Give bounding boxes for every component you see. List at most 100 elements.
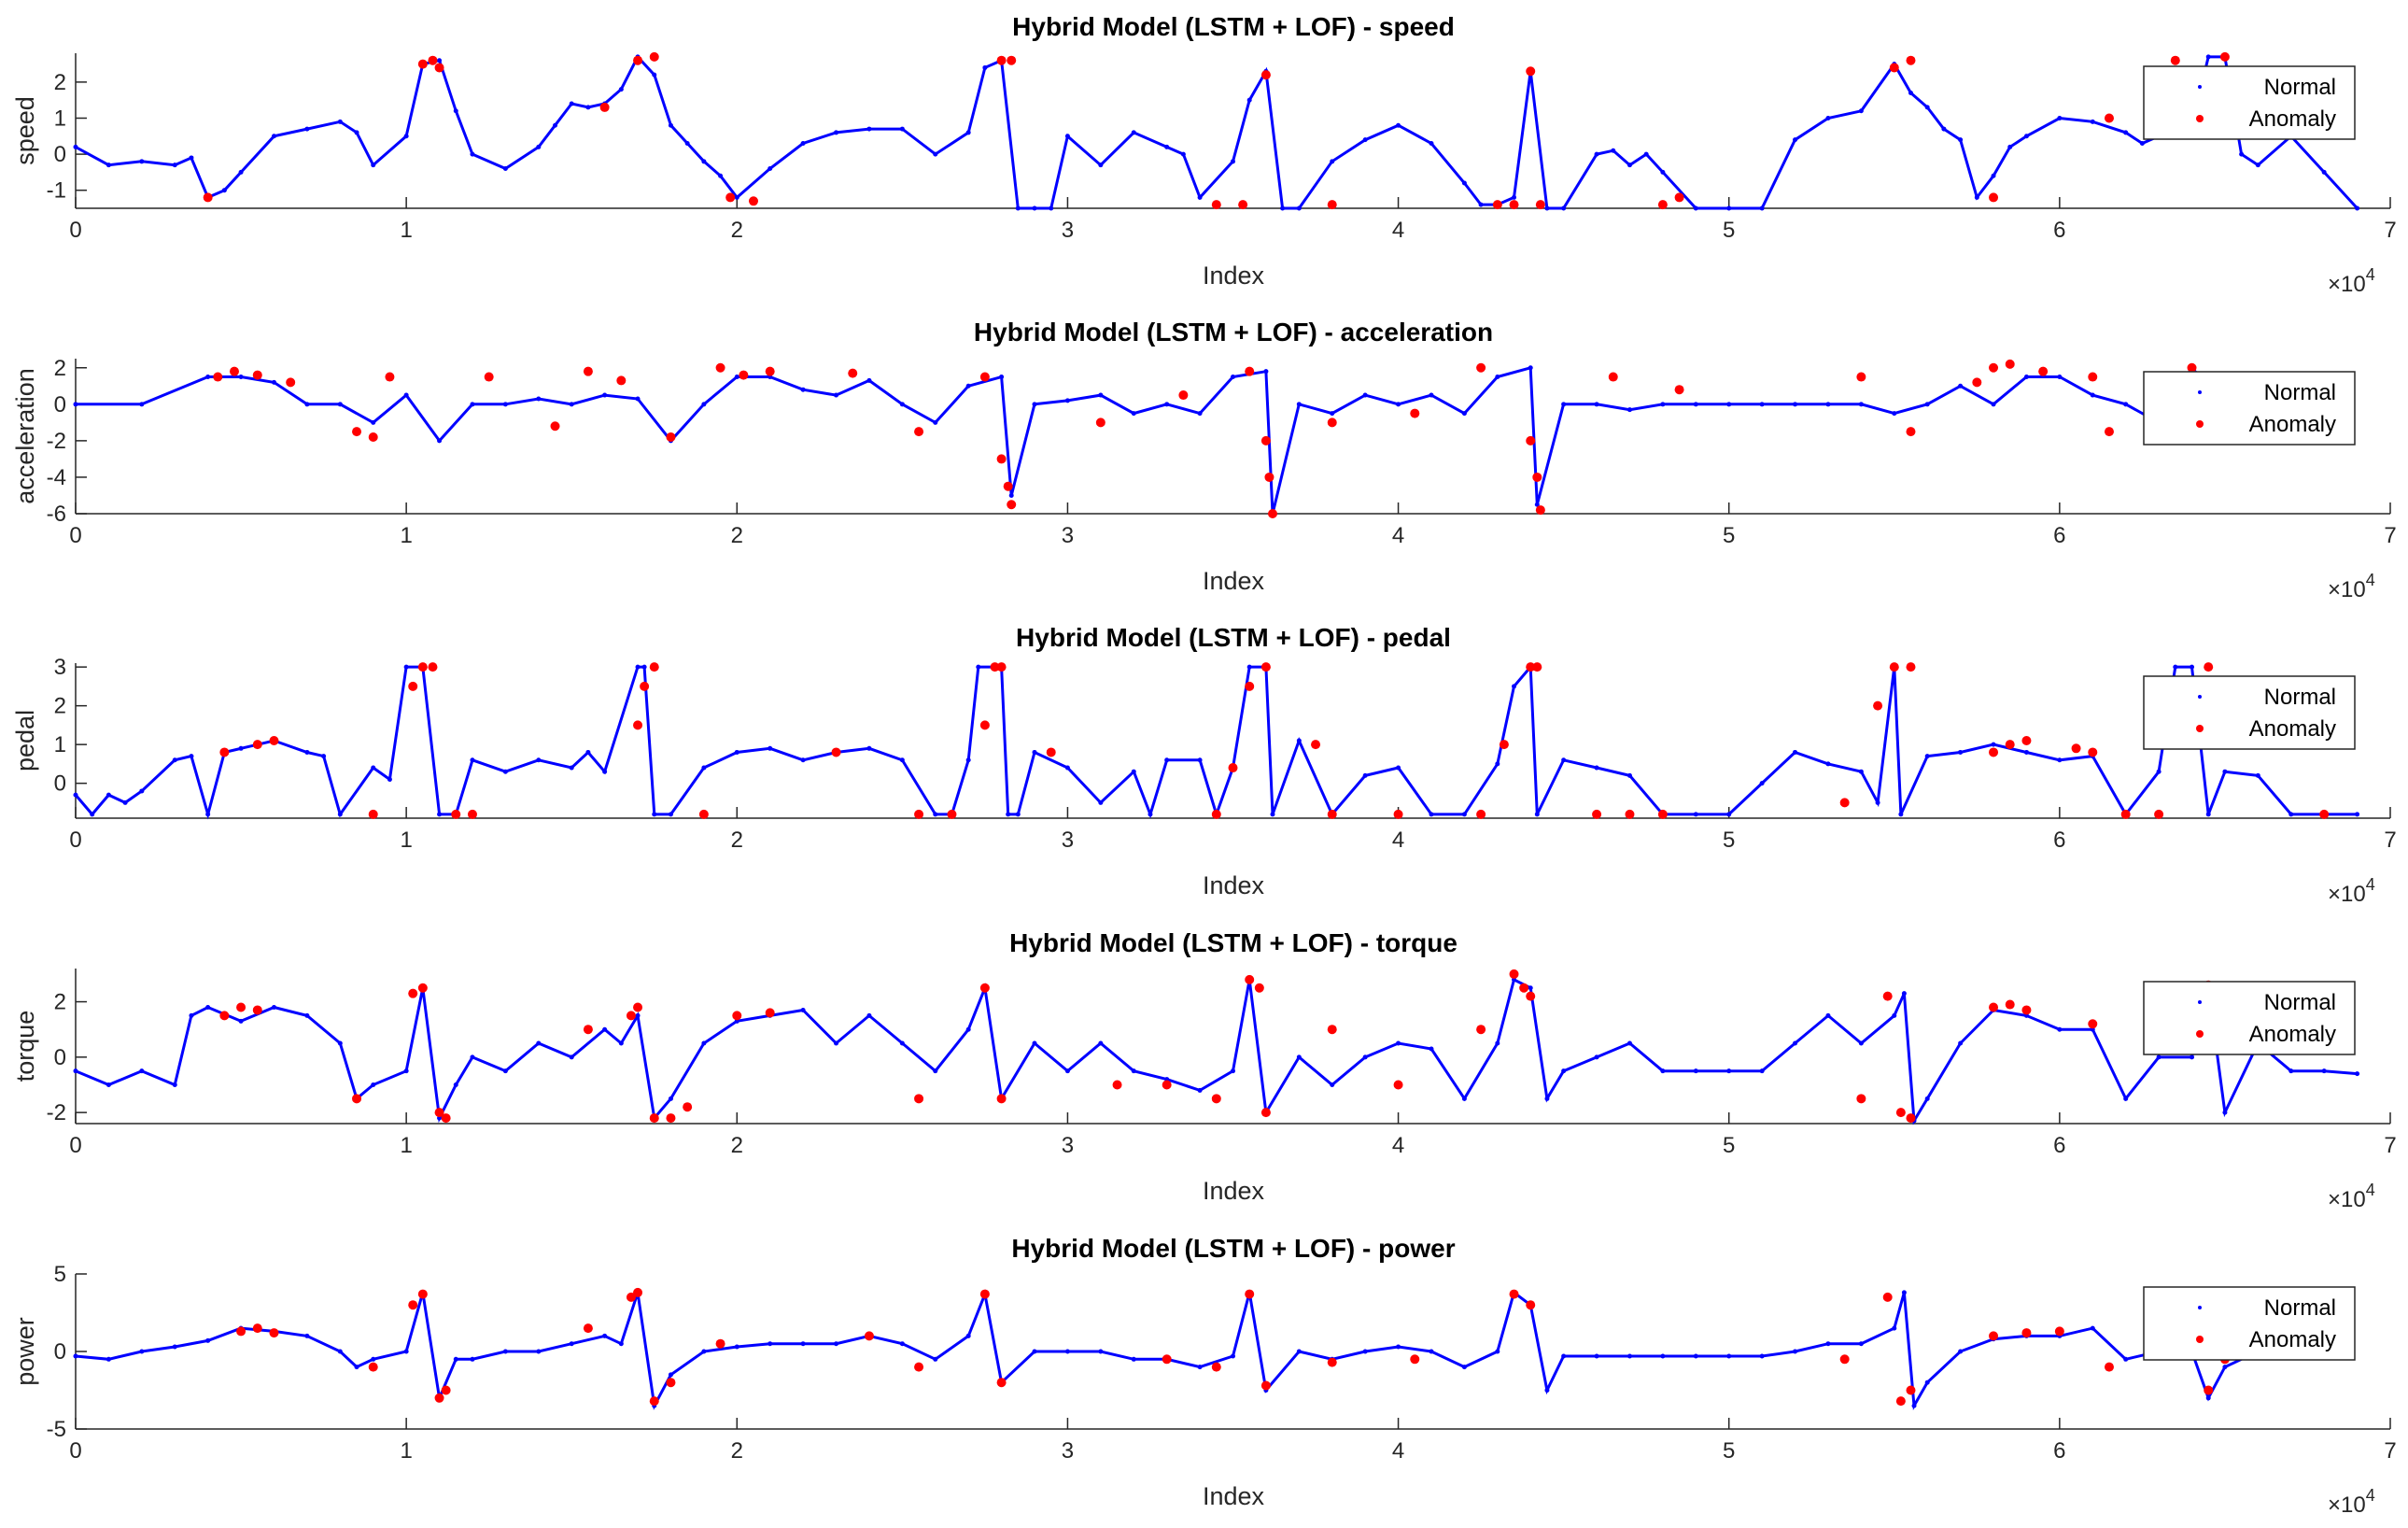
normal-point (2090, 119, 2095, 124)
normal-point (2355, 812, 2360, 817)
anomaly-point (417, 1289, 428, 1299)
anomaly-point (947, 809, 957, 819)
anomaly-point (683, 1102, 693, 1112)
anomaly-point (1211, 200, 1221, 210)
normal-point (933, 419, 938, 425)
anomaly-point (1112, 1080, 1122, 1090)
normal-point (337, 402, 343, 407)
normal-point (734, 375, 739, 380)
normal-point (834, 1040, 839, 1046)
normal-point (205, 375, 211, 380)
anomaly-point (1509, 200, 1519, 210)
x-exponent-power: 4 (2366, 1486, 2375, 1505)
normal-point (1270, 812, 1275, 817)
normal-point (371, 419, 376, 425)
normal-point (800, 757, 806, 763)
legend-box (2143, 371, 2356, 446)
normal-point (2139, 141, 2145, 147)
anomaly-point (1532, 472, 1542, 482)
normal-point (1461, 180, 1467, 186)
x-tick-label: 7 (2384, 828, 2396, 853)
anomaly-point (451, 809, 461, 819)
normal-point (1131, 130, 1136, 135)
normal-point (1561, 402, 1567, 407)
normal-point (1643, 151, 1649, 157)
normal-point (1528, 365, 1533, 371)
anomaly-point (848, 368, 858, 378)
normal-point (2205, 54, 2211, 60)
normal-point (1825, 402, 1831, 407)
anomaly-point (979, 1289, 990, 1299)
normal-point (1362, 772, 1368, 778)
normal-point (371, 765, 376, 771)
anomaly-point (286, 377, 296, 388)
anomaly-point (2170, 55, 2180, 65)
x-tick-label: 6 (2053, 1133, 2065, 1158)
x-tick-label: 3 (1062, 523, 1074, 548)
normal-point (470, 757, 475, 763)
anomaly-point (1162, 1080, 1172, 1090)
anomaly-point (1162, 1354, 1172, 1365)
normal-point (701, 1040, 707, 1046)
anomaly-point (996, 1378, 1007, 1388)
x-exponent-power: 4 (2366, 1181, 2375, 1199)
normal-point (1197, 757, 1203, 763)
normal-point (718, 173, 724, 178)
x-tick-label: 3 (1062, 1133, 1074, 1158)
normal-point (1495, 1349, 1500, 1354)
anomaly-point (269, 1328, 279, 1338)
normal-point (1726, 1353, 1732, 1359)
legend-normal-marker (2198, 390, 2202, 394)
normal-point (668, 122, 673, 128)
anomaly-point (252, 740, 262, 750)
normal-point (652, 812, 657, 817)
normal-point (2255, 163, 2260, 168)
normal-point (1461, 1096, 1467, 1101)
anomaly-point (1856, 372, 1866, 382)
normal-point (2007, 144, 2013, 149)
normal-point (1544, 1388, 1550, 1393)
anomaly-point (1989, 747, 1999, 757)
normal-point (502, 1068, 508, 1074)
anomaly-point (1245, 1289, 1255, 1299)
normal-point (1958, 1040, 1964, 1046)
normal-point (2123, 402, 2129, 407)
x-tick-label: 2 (731, 828, 743, 853)
normal-point (701, 159, 707, 164)
y-tick-label: -4 (47, 465, 66, 490)
x-tick-label: 5 (1723, 1133, 1735, 1158)
anomaly-point (914, 427, 924, 437)
normal-point (2222, 1365, 2228, 1370)
normal-point (304, 402, 310, 407)
normal-point (139, 788, 145, 794)
anomaly-point (1535, 505, 1545, 516)
legend-normal-label: Normal (2264, 75, 2336, 100)
anomaly-point (2021, 1328, 2032, 1338)
normal-point (1495, 1040, 1500, 1046)
legend-box (2143, 65, 2356, 140)
x-tick-label: 1 (400, 1133, 412, 1158)
y-tick-label: 2 (54, 990, 66, 1015)
anomaly-point (252, 1323, 262, 1334)
normal-point (1008, 492, 1014, 498)
normal-point (1726, 812, 1732, 817)
normal-point (337, 1040, 343, 1046)
anomaly-point (219, 747, 230, 757)
anomaly-point (599, 102, 610, 112)
normal-point (2190, 664, 2195, 670)
x-exponent-base: ×10 (2328, 1493, 2366, 1518)
normal-point (502, 166, 508, 172)
normal-point (1793, 402, 1798, 407)
normal-point (2057, 757, 2063, 763)
anomaly-point (1245, 681, 1255, 691)
normal-point (172, 1082, 177, 1087)
legend: Normal Anomaly (2143, 65, 2356, 140)
normal-point (1131, 769, 1136, 774)
anomaly-point (914, 809, 924, 819)
normal-point (767, 745, 773, 751)
x-tick-label: 0 (69, 1438, 81, 1464)
anomaly-point (616, 375, 627, 386)
anomaly-point (1906, 1385, 1916, 1395)
normal-point (618, 1040, 624, 1046)
